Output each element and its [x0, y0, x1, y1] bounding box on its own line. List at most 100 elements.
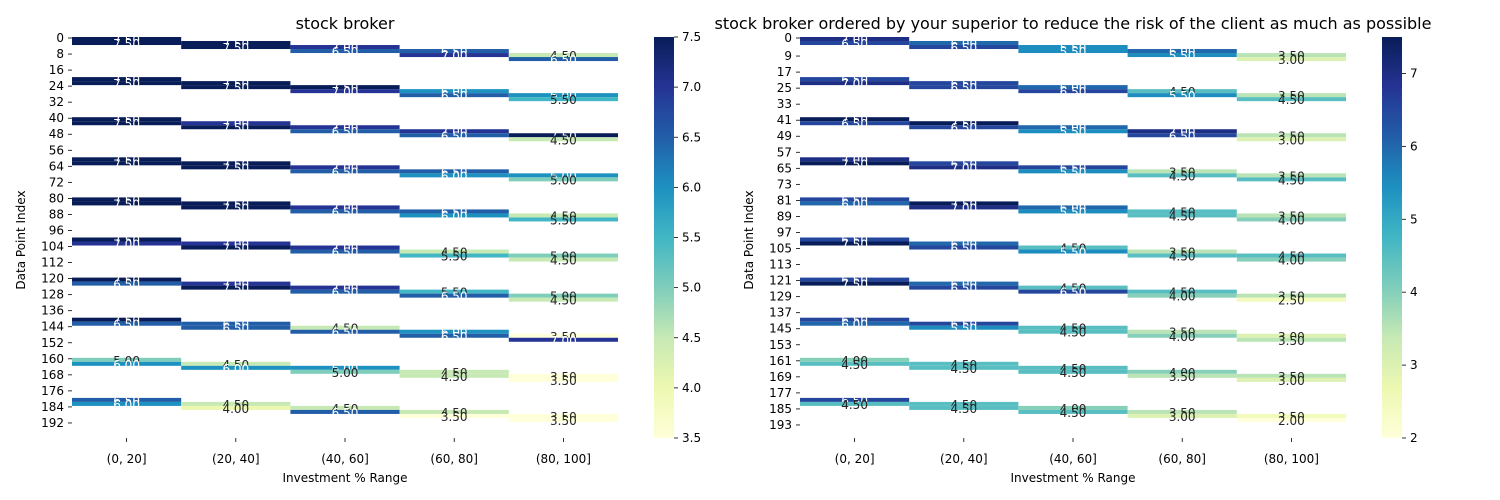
cell-value-label: 5.50: [550, 93, 577, 107]
cell-value-label: 4.50: [550, 254, 577, 268]
heatmap-cell: [909, 121, 1019, 126]
cell-value-label: 7.50: [222, 81, 249, 95]
cell-value-label: 7.50: [222, 242, 249, 256]
heatmap-cell: [800, 117, 910, 122]
heatmap-cell: [800, 81, 910, 86]
cell-value-label: 2.00: [1278, 414, 1305, 428]
y-tick-label: 129: [769, 290, 792, 304]
heatmap-cell: [290, 325, 400, 330]
chart-2-x-axis: (0, 20] (20, 40] (40, 60] (60, 80] (80, 100]: [835, 438, 1319, 466]
heatmap-cell: [1018, 369, 1128, 374]
heatmap-cell: [1127, 413, 1237, 418]
cell-value-label: 6.50: [441, 330, 468, 344]
cell-value-label: 6.50: [332, 406, 359, 420]
heatmap-cell: [1127, 329, 1237, 334]
heatmap-cell: [399, 93, 509, 98]
y-tick-label: 192: [41, 416, 64, 430]
chart-1-cells: 7.50 7.50 7.50 7.50 7.50 7.50 7.50 7.50 7.50 7.50…: [72, 33, 618, 428]
cell-value-label: 7.00: [950, 161, 977, 175]
chart-1-xlabel: Investment % Range: [282, 471, 407, 485]
heatmap-cell: [1236, 177, 1346, 182]
cell-value-label: 5.00: [332, 366, 359, 380]
heatmap-cell: [181, 205, 291, 210]
heatmap-cell: [1018, 89, 1128, 94]
cell-value-label: 7.50: [113, 37, 140, 51]
heatmap-cell: [1236, 53, 1346, 58]
heatmap-cell: [1236, 133, 1346, 138]
cell-value-label: 7.50: [841, 238, 868, 252]
heatmap-cell: [1236, 417, 1346, 422]
heatmap-cell: [181, 361, 291, 366]
cell-value-label: 6.50: [1169, 129, 1196, 143]
y-tick-label: 153: [769, 338, 792, 352]
cell-value-label: 4.50: [550, 294, 577, 308]
heatmap-cell: [181, 161, 291, 166]
heatmap-cell: [72, 277, 182, 282]
chart-2-title: stock broker ordered by your superior to…: [715, 14, 1432, 33]
heatmap-cell: [800, 241, 910, 246]
colorbar-tick-label: 6.5: [682, 130, 701, 144]
heatmap-cell: [1127, 409, 1237, 414]
heatmap-cell: [1018, 129, 1128, 134]
colorbar-strip: [654, 37, 674, 438]
heatmap-cell: [181, 241, 291, 246]
heatmap-cell: [508, 137, 618, 142]
cell-value-label: 6.50: [950, 121, 977, 135]
cell-value-label: 2.50: [1278, 294, 1305, 308]
heatmap-cell: [1236, 217, 1346, 222]
heatmap-cell: [290, 209, 400, 214]
heatmap-cell: [909, 241, 1019, 246]
heatmap-cell: [1127, 373, 1237, 378]
cell-value-label: 6.50: [950, 282, 977, 296]
heatmap-cell: [72, 361, 182, 366]
heatmap-cell: [800, 41, 910, 46]
heatmap-cell: [1236, 337, 1346, 342]
heatmap-cell: [72, 77, 182, 82]
y-tick-label: 48: [49, 127, 64, 141]
heatmap-cell: [181, 365, 291, 370]
heatmap-cell: [800, 361, 910, 366]
heatmap-cell: [1018, 209, 1128, 214]
cell-value-label: 7.50: [841, 278, 868, 292]
heatmap-cell: [909, 401, 1019, 406]
cell-value-label: 7.50: [222, 201, 249, 215]
cell-value-label: 6.50: [950, 242, 977, 256]
cell-value-label: 6.50: [113, 278, 140, 292]
heatmap-cell: [909, 85, 1019, 90]
cell-value-label: 6.50: [332, 165, 359, 179]
cell-value-label: 4.50: [1060, 406, 1087, 420]
cell-value-label: 7.50: [113, 77, 140, 91]
heatmap-cell: [909, 41, 1019, 46]
cell-value-label: 6.50: [113, 318, 140, 332]
heatmap-cell: [909, 321, 1019, 326]
y-tick-label: 33: [777, 97, 792, 111]
heatmap-cell: [1127, 333, 1237, 338]
heatmap-cell: [800, 197, 910, 202]
cell-value-label: 6.50: [332, 45, 359, 59]
cell-value-label: 4.50: [1169, 209, 1196, 223]
heatmap-cell: [399, 289, 509, 294]
heatmap-cell: [800, 237, 910, 242]
heatmap-cell: [909, 81, 1019, 86]
heatmap-cell: [1236, 257, 1346, 262]
heatmap-cell: [72, 117, 182, 122]
cell-value-label: 6.50: [332, 125, 359, 139]
cell-value-label: 6.00: [441, 209, 468, 223]
y-tick-label: 25: [777, 81, 792, 95]
heatmap-cell: [399, 373, 509, 378]
cell-value-label: 7.00: [841, 77, 868, 91]
cell-value-label: 6.00: [841, 318, 868, 332]
heatmap-cell: [72, 41, 182, 46]
y-tick-label: 41: [777, 113, 792, 127]
y-tick-label: 104: [41, 240, 64, 254]
heatmap-cell: [1018, 85, 1128, 90]
cell-value-label: 3.50: [441, 410, 468, 424]
y-tick-label: 105: [769, 242, 792, 256]
heatmap-cell: [1127, 289, 1237, 294]
colorbar-tick-label: 5.0: [682, 281, 701, 295]
heatmap-cell: [181, 85, 291, 90]
heatmap-cell: [72, 161, 182, 166]
heatmap-cell: [290, 285, 400, 290]
heatmap-cell: [508, 97, 618, 102]
heatmap-cell: [1236, 97, 1346, 102]
